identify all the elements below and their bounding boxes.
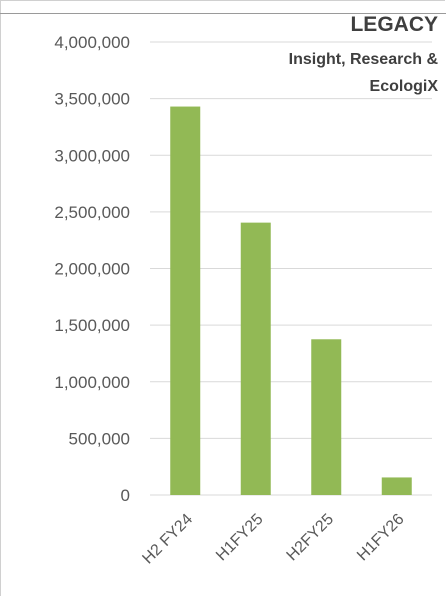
top-border-strip [0, 0, 446, 14]
y-tick-label: 3,000,000 [54, 146, 130, 165]
bar-h1fy25 [240, 222, 271, 496]
chart-subtitle-line-2: EcologiX [370, 78, 439, 95]
chart-title: LEGACY [350, 13, 438, 36]
y-tick-label: 2,000,000 [54, 260, 130, 279]
x-axis-tick-labels: H2 FY24 H1FY25 H2FY25 H1FY26 [139, 511, 407, 568]
y-tick-label: 0 [121, 486, 130, 505]
y-tick-label: 4,000,000 [54, 33, 130, 52]
x-tick-label: H1FY25 [213, 511, 267, 565]
y-axis-tick-labels: 0 500,000 1,000,000 1,500,000 2,000,000 2,500… [54, 33, 130, 505]
y-tick-label: 1,000,000 [54, 373, 130, 392]
bar-h2fy25 [311, 339, 342, 495]
y-tick-label: 2,500,000 [54, 203, 130, 222]
y-tick-label: 1,500,000 [54, 316, 130, 335]
bars [170, 106, 412, 496]
chart-subtitle-line-1: Insight, Research & [289, 51, 439, 68]
x-tick-label: H2FY25 [284, 511, 338, 565]
x-tick-label: H2 FY24 [139, 511, 196, 568]
y-tick-label: 500,000 [69, 429, 130, 448]
x-tick-label: H1FY26 [354, 511, 408, 565]
bar-h1fy26 [381, 477, 412, 495]
bar-h2-fy24 [170, 106, 201, 496]
y-tick-label: 3,500,000 [54, 90, 130, 109]
